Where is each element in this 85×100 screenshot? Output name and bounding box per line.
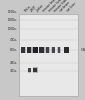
Bar [33, 67, 38, 73]
Bar [21, 47, 25, 53]
Bar [27, 47, 31, 53]
Bar [33, 47, 38, 53]
Bar [28, 68, 31, 72]
Bar [21, 47, 26, 53]
Bar [28, 68, 31, 72]
Text: HeLa: HeLa [23, 5, 32, 13]
Text: 170Da-: 170Da- [8, 10, 18, 14]
Text: rat brain: rat brain [59, 1, 71, 13]
Bar [52, 47, 55, 53]
Text: Jurkat: Jurkat [35, 4, 44, 13]
Text: mouse liver: mouse liver [48, 0, 63, 13]
Text: rat liver: rat liver [66, 2, 78, 13]
Bar [58, 47, 60, 53]
Bar [45, 47, 50, 53]
Bar [46, 47, 49, 53]
Bar [19, 14, 78, 96]
Bar [64, 47, 69, 53]
Text: 70Da-: 70Da- [10, 38, 18, 42]
Text: mouse brain: mouse brain [42, 0, 58, 13]
Bar [27, 47, 32, 53]
Text: 55Da-: 55Da- [10, 48, 18, 52]
Bar [39, 47, 45, 53]
Bar [57, 47, 61, 53]
Text: 130Da-: 130Da- [8, 18, 18, 22]
Text: GSS: GSS [81, 48, 85, 52]
Bar [64, 47, 69, 53]
Text: 100Da-: 100Da- [8, 27, 18, 31]
Text: 35Da-: 35Da- [10, 69, 18, 73]
Bar [39, 47, 44, 53]
Text: mouse kidney: mouse kidney [53, 0, 71, 13]
Bar [32, 47, 38, 53]
Bar [33, 68, 37, 72]
Text: 40Da-: 40Da- [10, 61, 18, 65]
Text: 293T: 293T [29, 5, 37, 13]
Bar [51, 47, 55, 53]
